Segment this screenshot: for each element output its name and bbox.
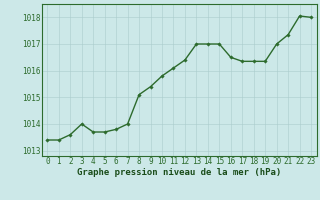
X-axis label: Graphe pression niveau de la mer (hPa): Graphe pression niveau de la mer (hPa)	[77, 168, 281, 177]
